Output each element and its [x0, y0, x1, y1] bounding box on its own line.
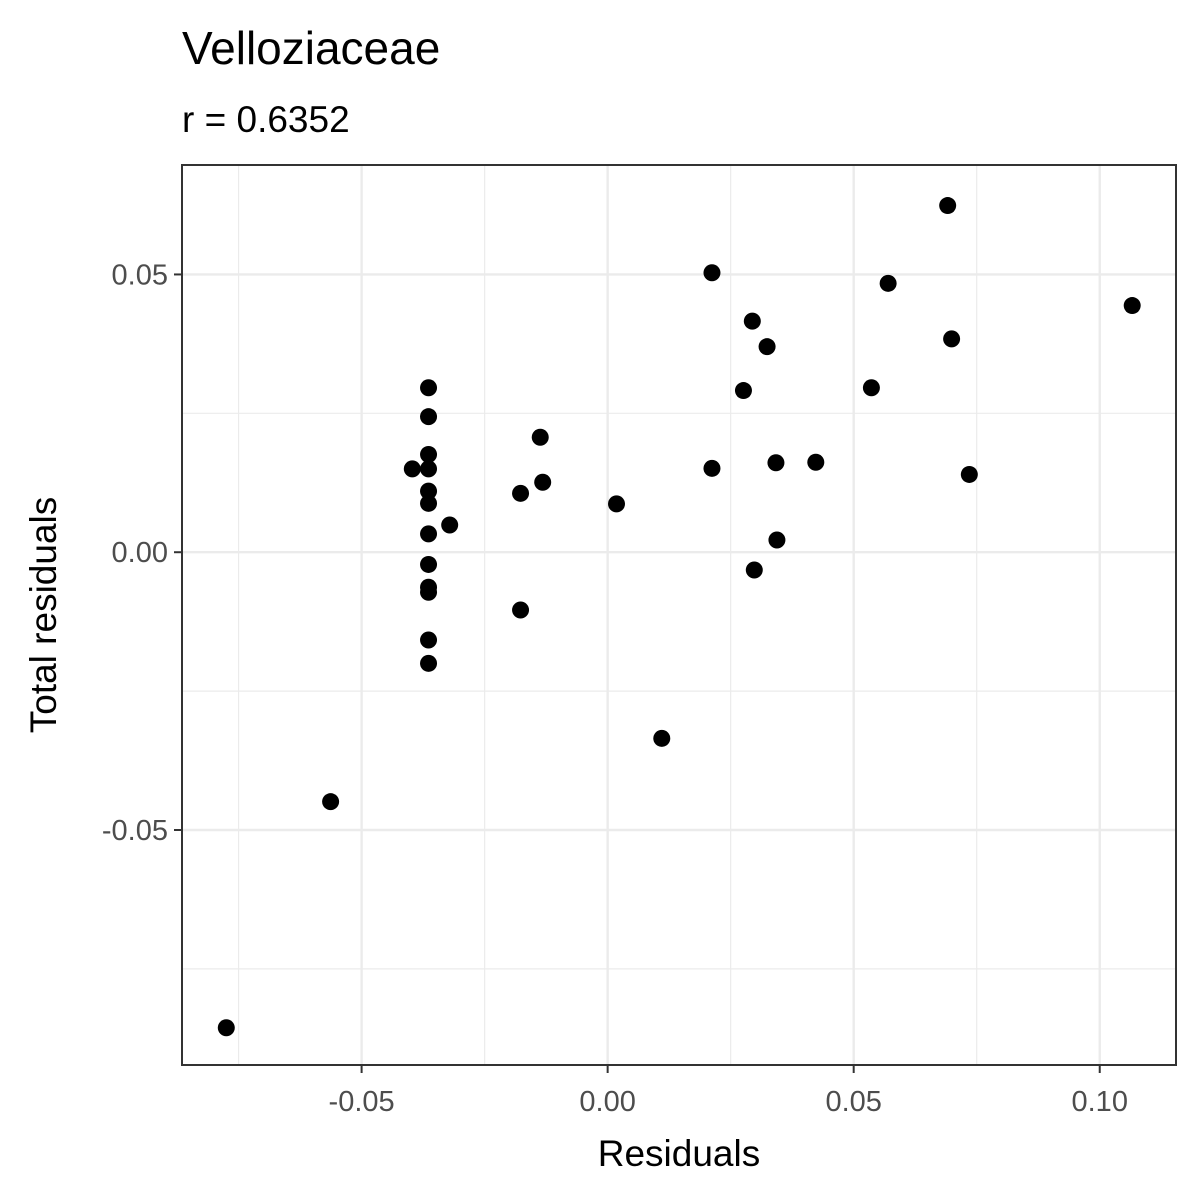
y-tick-label: 0.05 [112, 259, 168, 291]
data-point [939, 197, 957, 215]
data-point [703, 264, 721, 282]
data-point [1123, 297, 1141, 315]
data-point [745, 561, 763, 579]
y-axis-title: Total residuals [23, 497, 64, 734]
y-axis: -0.05 0.00 0.05 [102, 259, 182, 847]
data-point [534, 473, 552, 491]
data-point [960, 465, 978, 483]
major-gridlines [182, 165, 1176, 1065]
y-tick-label: 0.00 [112, 537, 168, 569]
x-axis-title: Residuals [598, 1133, 760, 1174]
x-axis: -0.05 0.00 0.05 0.10 [329, 1065, 1128, 1118]
minor-gridlines [182, 165, 1176, 1065]
data-point [734, 382, 752, 400]
data-point [420, 494, 438, 512]
data-point [420, 583, 438, 601]
data-point [862, 379, 880, 397]
data-point [767, 454, 785, 472]
data-point [653, 729, 671, 747]
x-tick-label: 0.10 [1072, 1086, 1128, 1118]
data-point [743, 312, 761, 330]
data-point [703, 459, 721, 477]
data-point [420, 631, 438, 649]
panel-background [182, 165, 1176, 1065]
data-point [943, 330, 961, 348]
plot-panel [181, 164, 1177, 1066]
data-point [807, 453, 825, 471]
data-point [217, 1019, 235, 1037]
x-tick-label: 0.05 [825, 1086, 881, 1118]
data-points [217, 197, 1141, 1037]
data-point [420, 408, 438, 426]
data-point [758, 338, 776, 356]
data-point [420, 482, 438, 500]
data-point [420, 460, 438, 478]
data-point [768, 531, 786, 549]
data-point [608, 495, 626, 513]
data-point [420, 555, 438, 573]
x-tick-label: -0.05 [329, 1086, 395, 1118]
data-point [322, 793, 340, 811]
data-point [420, 654, 438, 672]
data-point [441, 516, 459, 534]
data-point [403, 460, 421, 478]
chart-title: Velloziaceae [182, 22, 440, 74]
data-point [420, 525, 438, 543]
x-tick-label: 0.00 [579, 1086, 635, 1118]
panel-border [181, 164, 1177, 1066]
data-point [420, 445, 438, 463]
y-tick-label: -0.05 [102, 815, 168, 847]
data-point [420, 379, 438, 397]
data-point [512, 601, 530, 619]
chart-subtitle: r = 0.6352 [182, 99, 350, 140]
data-point [531, 428, 549, 446]
data-point [512, 484, 530, 502]
data-point [879, 274, 897, 292]
